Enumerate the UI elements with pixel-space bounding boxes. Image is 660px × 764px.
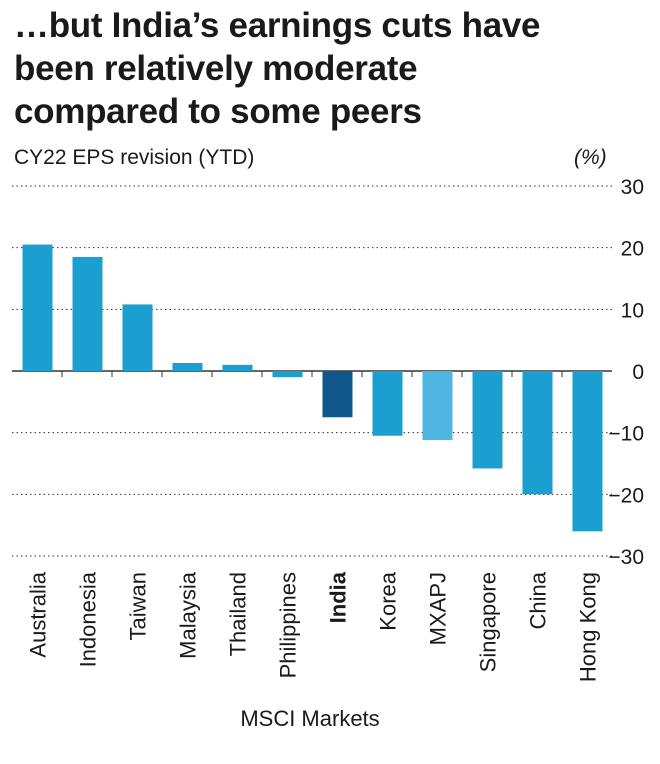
x-tick-label: China bbox=[526, 571, 551, 629]
unit-label: (%) bbox=[574, 146, 607, 169]
bar-hong-kong bbox=[572, 371, 603, 532]
bar-singapore bbox=[472, 371, 503, 469]
bar-taiwan bbox=[122, 304, 153, 371]
y-axis-subtitle: CY22 EPS revision (YTD) bbox=[14, 146, 255, 169]
bar-china bbox=[522, 371, 553, 495]
bar-korea bbox=[372, 371, 403, 436]
x-tick-label: Malaysia bbox=[176, 571, 201, 659]
x-tick-label: Taiwan bbox=[126, 572, 151, 640]
chart-title-line-3: compared to some peers bbox=[14, 92, 422, 131]
bar-malaysia bbox=[172, 362, 203, 371]
x-tick-label: Australia bbox=[26, 571, 51, 657]
x-tick-label: India bbox=[326, 571, 351, 623]
chart-title-line-1: …but India’s earnings cuts have bbox=[14, 6, 541, 45]
x-tick-label: Thailand bbox=[226, 572, 251, 656]
x-tick-label: Korea bbox=[376, 571, 401, 630]
x-tick-label: Hong Kong bbox=[576, 572, 601, 682]
y-tick-label: 10 bbox=[621, 299, 644, 322]
bar-australia bbox=[22, 244, 53, 371]
bar-philippines bbox=[272, 371, 303, 378]
bar-thailand bbox=[222, 364, 253, 371]
bar-india bbox=[322, 371, 353, 418]
y-tick-label: 0 bbox=[632, 361, 644, 384]
y-tick-label: −30 bbox=[608, 546, 644, 569]
chart-title: …but India’s earnings cuts have been rel… bbox=[14, 4, 634, 133]
y-tick-label: −10 bbox=[608, 423, 644, 446]
chart-title-line-2: been relatively moderate bbox=[14, 49, 418, 88]
bar-mxapj bbox=[422, 371, 453, 441]
y-tick-label: 20 bbox=[621, 238, 644, 261]
x-tick-label: Indonesia bbox=[76, 571, 101, 667]
x-tick-label: Philippines bbox=[276, 572, 301, 678]
y-tick-label: 30 bbox=[621, 176, 644, 199]
x-tick-label: Singapore bbox=[476, 572, 501, 672]
bar-indonesia bbox=[72, 256, 103, 371]
x-tick-label: MXAPJ bbox=[426, 572, 451, 645]
y-tick-label: −20 bbox=[608, 484, 644, 507]
x-axis-title: MSCI Markets bbox=[240, 706, 380, 731]
